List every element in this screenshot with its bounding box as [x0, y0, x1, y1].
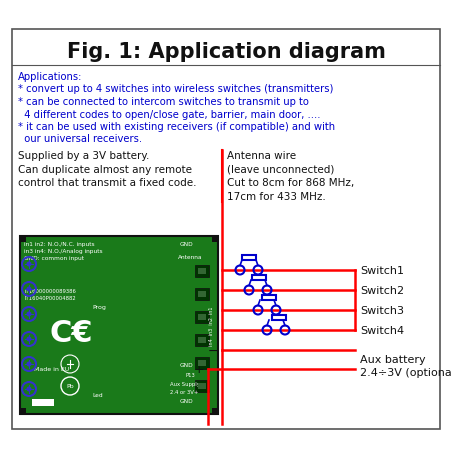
Text: GND: GND — [179, 241, 193, 246]
Text: 4 different codes to open/close gate, barrier, main door, ....: 4 different codes to open/close gate, ba… — [18, 109, 320, 119]
Bar — [198, 360, 206, 366]
Text: in3 in4: N.O./Analog inputs: in3 in4: N.O./Analog inputs — [24, 249, 102, 253]
Bar — [194, 311, 208, 323]
Bar — [20, 236, 26, 243]
Text: GND: GND — [179, 362, 193, 367]
Text: Made in EU: Made in EU — [34, 366, 69, 371]
Bar — [198, 291, 206, 297]
Bar — [20, 236, 217, 414]
Bar — [198, 268, 206, 274]
Bar — [198, 314, 206, 320]
Bar — [271, 315, 285, 320]
Circle shape — [27, 262, 32, 267]
Text: Antenna: Antenna — [178, 254, 202, 259]
Text: GND: common input: GND: common input — [24, 255, 84, 260]
Text: Fig. 1: Application diagram: Fig. 1: Application diagram — [66, 42, 385, 62]
Text: Switch4: Switch4 — [359, 325, 403, 335]
Bar — [212, 236, 217, 243]
Text: −: − — [207, 344, 217, 357]
Text: our universal receivers.: our universal receivers. — [18, 134, 142, 144]
Text: Antenna wire
(leave unconnected)
Cut to 8cm for 868 MHz,
17cm for 433 MHz.: Antenna wire (leave unconnected) Cut to … — [226, 151, 354, 201]
Bar — [12, 30, 439, 429]
Bar — [194, 357, 208, 369]
Text: Switch2: Switch2 — [359, 285, 403, 295]
Text: Supplied by a 3V battery.
Can duplicate almost any remote
control that transmit : Supplied by a 3V battery. Can duplicate … — [18, 151, 196, 188]
Circle shape — [27, 362, 32, 367]
Circle shape — [27, 312, 32, 317]
Text: GND: GND — [179, 398, 193, 403]
Circle shape — [27, 387, 32, 391]
Bar — [194, 334, 208, 346]
Bar — [32, 399, 54, 406]
Text: Applications:: Applications: — [18, 72, 82, 82]
Bar — [261, 295, 275, 300]
Circle shape — [27, 287, 32, 292]
Text: Switch1: Switch1 — [359, 265, 403, 276]
Text: Aux Supply: Aux Supply — [170, 381, 199, 386]
Text: C€: C€ — [50, 318, 93, 347]
Bar — [198, 337, 206, 343]
Text: Switch3: Switch3 — [359, 305, 403, 315]
Text: Pb: Pb — [66, 384, 74, 389]
Bar — [212, 408, 217, 414]
Bar — [251, 276, 265, 281]
Text: * it can be used with existing receivers (if compatible) and with: * it can be used with existing receivers… — [18, 122, 334, 132]
Text: 2.4 or 3V+: 2.4 or 3V+ — [170, 389, 198, 394]
Text: +: + — [193, 363, 203, 376]
Text: IT16040P00004882: IT16040P00004882 — [25, 295, 77, 300]
Text: IT16000000089386: IT16000000089386 — [25, 288, 77, 293]
Bar — [194, 265, 208, 277]
Bar — [241, 255, 255, 260]
Text: in4  in3  in2  in1: in4 in3 in2 in1 — [209, 306, 214, 345]
Text: P13: P13 — [186, 372, 195, 377]
Text: Aux battery
2.4÷3V (optional): Aux battery 2.4÷3V (optional) — [359, 354, 451, 377]
Text: in1 in2: N.O./N.C. inputs: in1 in2: N.O./N.C. inputs — [24, 241, 94, 246]
Text: Led: Led — [92, 392, 102, 397]
Circle shape — [27, 337, 32, 342]
Bar — [194, 288, 208, 300]
Bar — [20, 408, 26, 414]
Text: Prog: Prog — [92, 304, 106, 309]
Bar — [198, 383, 206, 389]
Text: * can be connected to intercom switches to transmit up to: * can be connected to intercom switches … — [18, 97, 308, 107]
Bar — [194, 380, 208, 392]
Text: * convert up to 4 switches into wireless switches (transmitters): * convert up to 4 switches into wireless… — [18, 84, 333, 94]
